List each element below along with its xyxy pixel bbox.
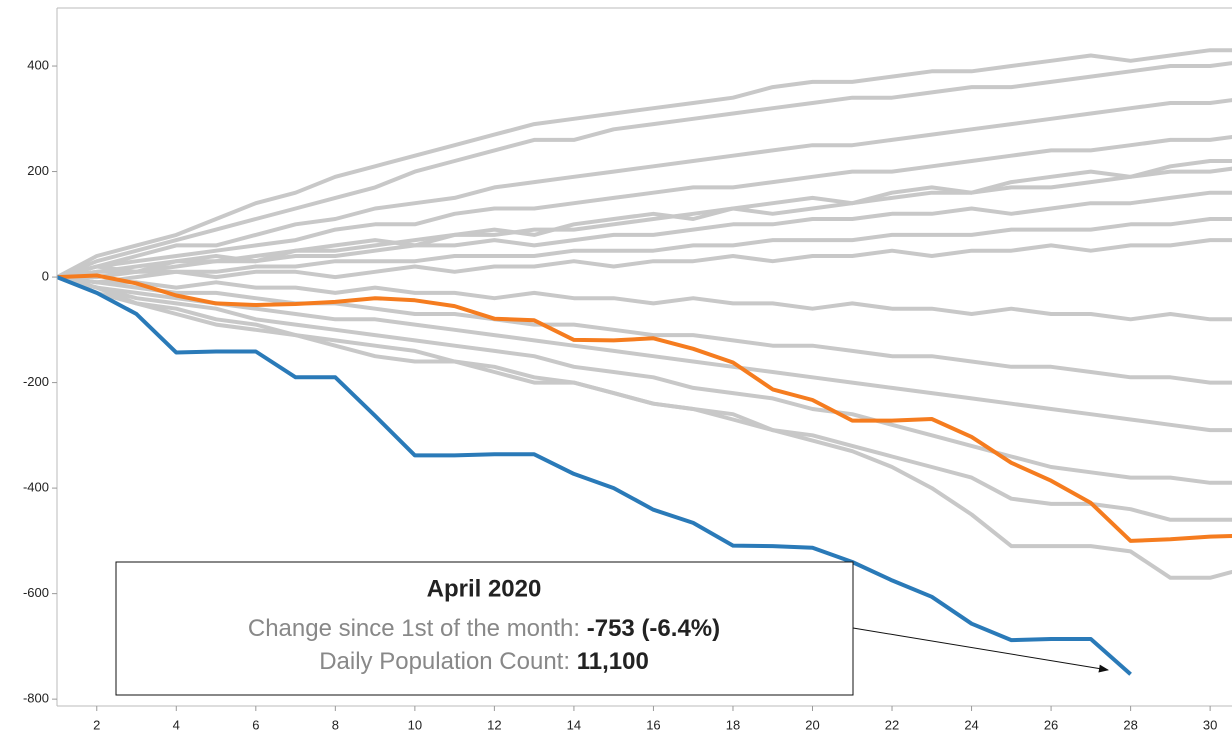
x-tick-label: 16 (646, 717, 660, 732)
y-tick-label: -400 (23, 480, 49, 495)
x-tick-label: 14 (567, 717, 581, 732)
series-line (57, 275, 1232, 485)
series-line (57, 275, 1132, 676)
series-line (57, 238, 1232, 285)
series-line (57, 275, 1232, 322)
x-tick-label: 20 (805, 717, 819, 732)
series-line (57, 217, 1232, 280)
annotation-label: Change since 1st of the month: (248, 615, 580, 642)
series-line (57, 275, 1232, 385)
x-tick-label: 24 (964, 717, 978, 732)
x-tick-label: 6 (252, 717, 259, 732)
x-tick-label: 2 (93, 717, 100, 732)
x-tick-label: 10 (408, 717, 422, 732)
x-tick-label: 26 (1044, 717, 1058, 732)
series-line (57, 275, 1232, 522)
x-tick-label: 30 (1203, 717, 1217, 732)
x-tick-label: 22 (885, 717, 899, 732)
y-tick-label: -800 (23, 691, 49, 706)
series-line (57, 166, 1232, 280)
y-tick-label: 0 (42, 269, 49, 284)
x-tick-label: 8 (332, 717, 339, 732)
annotation-line: Daily Population Count: 11,100 (319, 648, 649, 675)
x-tick-label: 28 (1123, 717, 1137, 732)
x-tick-label: 12 (487, 717, 501, 732)
annotation-label: Daily Population Count: (319, 648, 570, 675)
series-line (57, 273, 1232, 543)
y-tick-label: -200 (23, 374, 49, 389)
series-line (57, 190, 1232, 280)
series-line (57, 48, 1232, 279)
series-line (57, 134, 1232, 280)
series-line (57, 98, 1232, 280)
plot-area (57, 48, 1232, 676)
series-line (57, 61, 1232, 279)
annotation-title: April 2020 (427, 575, 542, 602)
annotation-box (115, 561, 854, 696)
y-tick-label: -600 (23, 585, 49, 600)
x-tick-label: 4 (173, 717, 180, 732)
annotation-value: -753 (-6.4%) (587, 615, 720, 642)
series-line (57, 159, 1232, 280)
x-tick-label: 18 (726, 717, 740, 732)
annotation-arrow (852, 627, 1109, 673)
y-tick-label: 200 (27, 163, 49, 178)
y-tick-label: 400 (27, 57, 49, 72)
annotation-line: Change since 1st of the month: -753 (-6.… (248, 615, 720, 642)
series-line (57, 275, 1232, 433)
annotation-value: 11,100 (577, 648, 649, 675)
